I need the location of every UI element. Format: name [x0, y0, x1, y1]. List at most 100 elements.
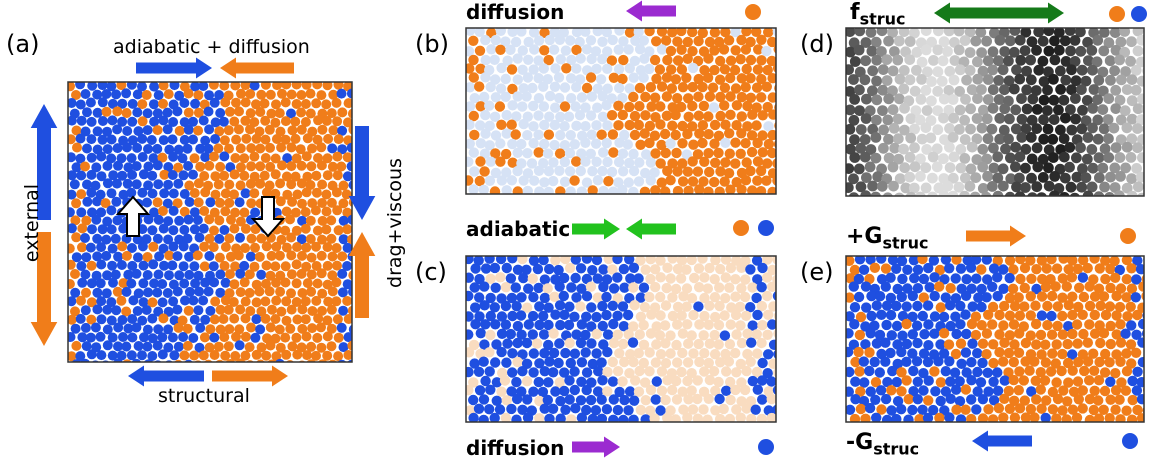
particle [510, 129, 521, 140]
particle [607, 300, 618, 311]
particle [767, 36, 776, 48]
particle [321, 206, 332, 217]
particle [846, 328, 854, 339]
particle [901, 356, 912, 367]
particle [539, 403, 550, 414]
particle [496, 328, 508, 339]
particle [518, 118, 529, 130]
particle [76, 261, 87, 271]
particle [80, 161, 90, 172]
particle [598, 185, 609, 194]
particle [96, 171, 107, 182]
particle [234, 340, 245, 351]
particle [204, 90, 215, 101]
particle [137, 133, 148, 144]
particle [496, 346, 507, 358]
particle [885, 292, 897, 304]
particle [1097, 66, 1109, 78]
particle [479, 300, 490, 311]
particle [720, 272, 731, 283]
particle [881, 54, 893, 65]
particle [649, 130, 661, 141]
particle [565, 357, 576, 369]
particle [976, 301, 987, 313]
particle [1076, 64, 1088, 76]
particle [127, 98, 138, 109]
particle [865, 386, 876, 397]
particle [715, 263, 726, 275]
particle [597, 375, 608, 386]
particle [95, 331, 106, 342]
particle [198, 115, 209, 126]
particle [923, 395, 934, 406]
particle [502, 338, 513, 349]
particle [922, 356, 934, 368]
particle [882, 376, 893, 388]
particle [938, 328, 950, 339]
particle [297, 288, 308, 298]
particle [569, 139, 580, 150]
particle [1105, 376, 1116, 387]
particle [612, 272, 623, 283]
particle [219, 332, 230, 343]
particle [71, 359, 82, 362]
particle [580, 329, 591, 341]
particle [694, 184, 705, 194]
particle [944, 141, 955, 153]
particle [332, 116, 343, 127]
particle [730, 158, 741, 169]
particle [132, 107, 143, 118]
particle [914, 414, 925, 422]
particle [210, 171, 221, 182]
particle [281, 349, 292, 360]
particle [987, 84, 999, 96]
particle [246, 214, 256, 225]
particle [694, 128, 705, 139]
particle [480, 72, 491, 83]
particle [542, 148, 554, 159]
particle [736, 262, 747, 273]
particle [725, 376, 736, 388]
particle [903, 414, 914, 422]
particle [1105, 394, 1116, 405]
particle [555, 186, 566, 194]
particle [699, 310, 710, 322]
particle [163, 342, 174, 353]
particle [1075, 142, 1086, 154]
particle [337, 268, 348, 279]
blue-dot-icon [1131, 6, 1147, 22]
particle [880, 281, 891, 292]
particle [571, 292, 582, 303]
particle [686, 256, 697, 266]
particle [523, 283, 534, 294]
particle [858, 395, 870, 407]
particle [260, 153, 271, 163]
particle [469, 166, 480, 177]
particle [512, 264, 524, 275]
particle [543, 129, 555, 140]
particle [230, 351, 241, 361]
particle [553, 264, 564, 276]
particle [1114, 264, 1126, 276]
particle [468, 110, 479, 122]
right-arrow-icon [136, 57, 212, 79]
particle [96, 242, 107, 253]
particle [998, 283, 1009, 294]
particle [234, 197, 245, 208]
particle [107, 350, 118, 361]
particle [971, 273, 982, 284]
particle [944, 356, 955, 367]
particle [169, 350, 180, 361]
particle [521, 358, 533, 369]
particle [256, 342, 267, 353]
particle [131, 358, 142, 362]
particle [585, 281, 597, 292]
particle [178, 241, 189, 252]
particle [902, 264, 913, 275]
particle [516, 329, 527, 340]
particle [149, 82, 160, 92]
particle [485, 310, 496, 322]
particle [280, 277, 291, 288]
particle [1035, 367, 1047, 378]
particle [1053, 28, 1065, 38]
